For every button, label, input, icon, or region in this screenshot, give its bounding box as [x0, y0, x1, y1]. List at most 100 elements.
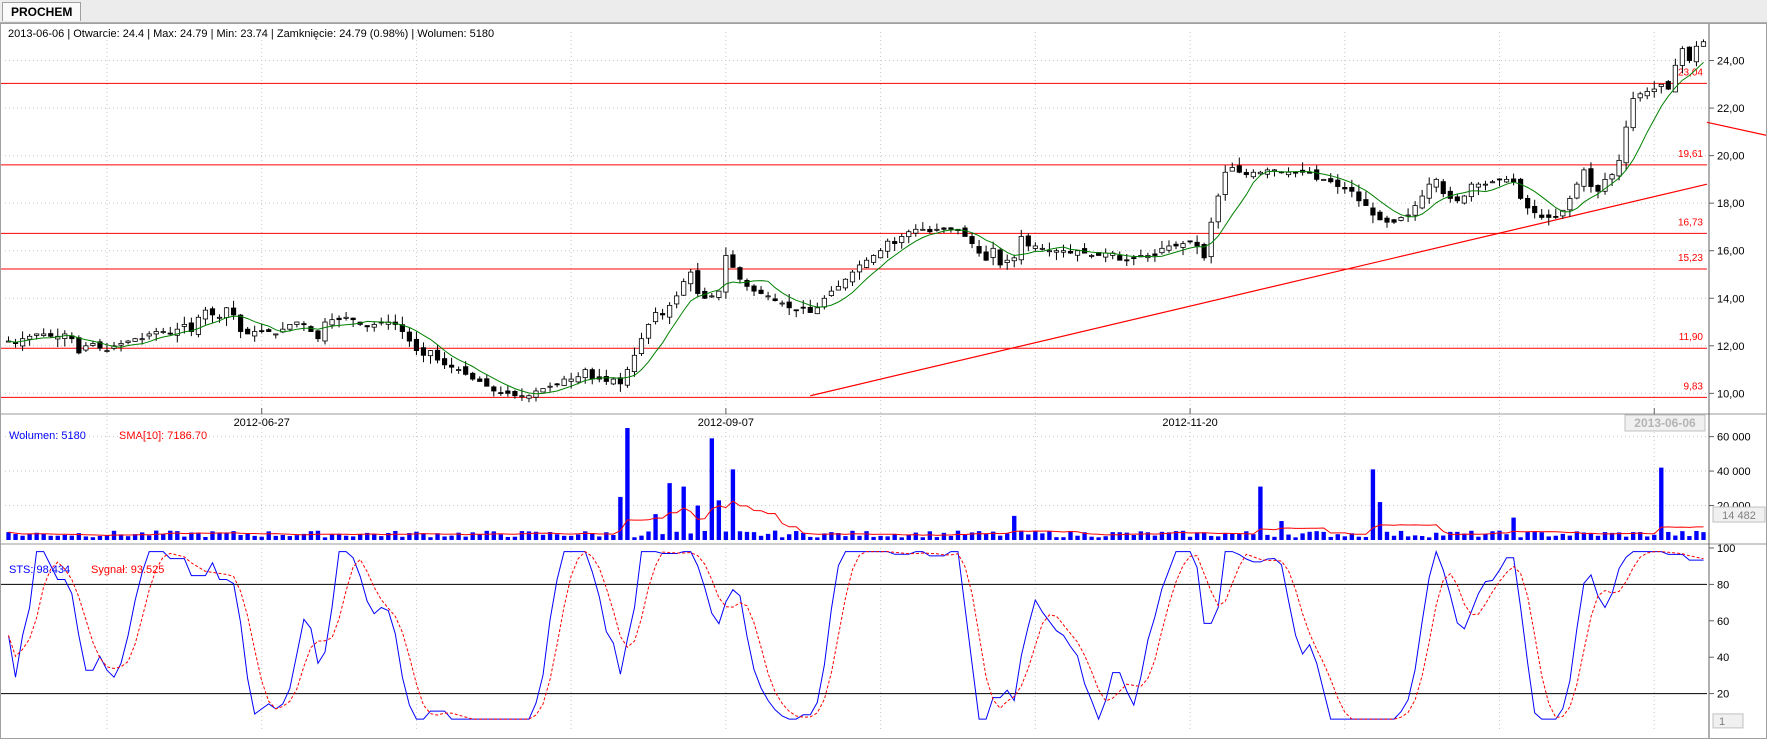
volume-bar: [519, 531, 525, 540]
candle-body: [350, 317, 356, 321]
candle-body: [1180, 243, 1186, 248]
volume-bar: [1040, 533, 1045, 540]
candle-body: [709, 295, 715, 298]
candle-body: [1103, 252, 1109, 258]
volume-bar: [772, 530, 778, 540]
candle-body: [617, 377, 623, 385]
volume-bar: [997, 535, 1003, 540]
volume-bar: [716, 500, 722, 540]
candle-body: [34, 333, 40, 336]
volume-bar: [407, 533, 412, 540]
candle-body: [1314, 169, 1320, 180]
volume-bar: [1286, 534, 1291, 540]
volume-bar: [287, 536, 293, 540]
candle-body: [1208, 221, 1214, 258]
volume-bar: [301, 533, 307, 540]
volume-bar: [414, 531, 419, 540]
candle-body: [835, 285, 841, 291]
sts-current-box: [1712, 713, 1744, 729]
chart-panel[interactable]: 2013-06-06 | Otwarcie: 24.4 | Max: 24.79…: [0, 23, 1767, 739]
candle-body: [1461, 195, 1467, 204]
candle-body: [195, 316, 201, 335]
candle-body: [1166, 245, 1172, 251]
volume-bar: [1026, 534, 1031, 540]
candle-body: [1405, 214, 1411, 217]
volume-bar: [1279, 521, 1284, 540]
candle-body: [146, 333, 152, 337]
candle-body: [1377, 211, 1383, 221]
candle-body: [1651, 88, 1657, 93]
volume-bar: [238, 535, 243, 540]
candle-body: [441, 358, 448, 366]
volume-bar: [97, 535, 103, 540]
volume-bar: [1265, 534, 1270, 540]
candle-body: [491, 386, 497, 392]
candle-body: [1032, 245, 1038, 249]
candle-body: [1292, 171, 1299, 174]
volume-bar: [1187, 536, 1193, 540]
candle-body: [104, 350, 110, 352]
candle-body: [371, 324, 377, 328]
candle-body: [1433, 178, 1439, 188]
volume-bar: [1159, 531, 1165, 540]
candle-body: [1321, 178, 1327, 181]
volume-bar: [400, 536, 405, 540]
volume-bar: [1384, 531, 1390, 540]
candle-body: [1004, 259, 1010, 263]
candle-body: [1525, 197, 1531, 209]
candle-body: [1447, 190, 1453, 199]
candle-body: [1089, 255, 1095, 257]
volume-bar: [1019, 530, 1024, 540]
candle-body: [209, 308, 216, 316]
volume-bar: [491, 531, 496, 540]
candle-body: [652, 312, 659, 323]
volume-bar: [6, 532, 11, 540]
candle-body: [730, 254, 736, 268]
candle-body: [807, 306, 813, 313]
volume-bar: [1110, 532, 1115, 540]
volume-bar: [1553, 535, 1558, 540]
volume-bar: [688, 533, 693, 540]
volume-bar: [808, 536, 813, 540]
candle-body: [1117, 255, 1123, 261]
volume-bar: [829, 532, 834, 540]
candle-body: [681, 281, 687, 296]
candle-body: [913, 228, 919, 234]
candle-body: [674, 295, 680, 305]
volume-bar: [146, 535, 152, 540]
volume-bar: [576, 534, 581, 540]
tab-prochem[interactable]: PROCHEM: [2, 2, 82, 21]
volume-bar: [1405, 536, 1411, 540]
volume-bar: [1033, 530, 1038, 540]
candle-body: [1250, 171, 1256, 178]
volume-bar: [210, 531, 215, 540]
chart-canvas[interactable]: 10,00 12,00 14,00 16,00 18,00 20,00 22,00 24,00…: [1, 24, 1766, 738]
volume-bar: [660, 534, 665, 540]
volume-bar: [379, 536, 384, 540]
candle-body: [568, 378, 574, 382]
volume-bar: [1701, 532, 1706, 540]
candle-body: [1658, 83, 1664, 87]
volume-bar: [1448, 531, 1453, 540]
volume-bars: [6, 428, 1706, 540]
volume-bar: [1560, 533, 1566, 540]
volume-bar: [386, 532, 391, 540]
candle-body: [1482, 183, 1489, 186]
volume-bar: [1342, 536, 1347, 540]
volume-bar: [850, 530, 855, 540]
candle-body: [343, 316, 349, 319]
candle-body: [948, 227, 954, 230]
candle-body: [1475, 183, 1482, 188]
volume-bar: [1427, 537, 1432, 540]
volume-bar: [55, 535, 60, 540]
candle-body: [927, 228, 933, 233]
candle-body: [181, 324, 187, 327]
volume-bar: [604, 532, 609, 540]
volume-bar: [1096, 537, 1101, 540]
candle-body: [842, 278, 849, 289]
volume-bar: [1609, 532, 1615, 540]
volume-bar: [125, 536, 131, 540]
moving-average-line: [8, 61, 1704, 395]
volume-bar: [1462, 533, 1467, 540]
candle-body: [1700, 41, 1707, 47]
